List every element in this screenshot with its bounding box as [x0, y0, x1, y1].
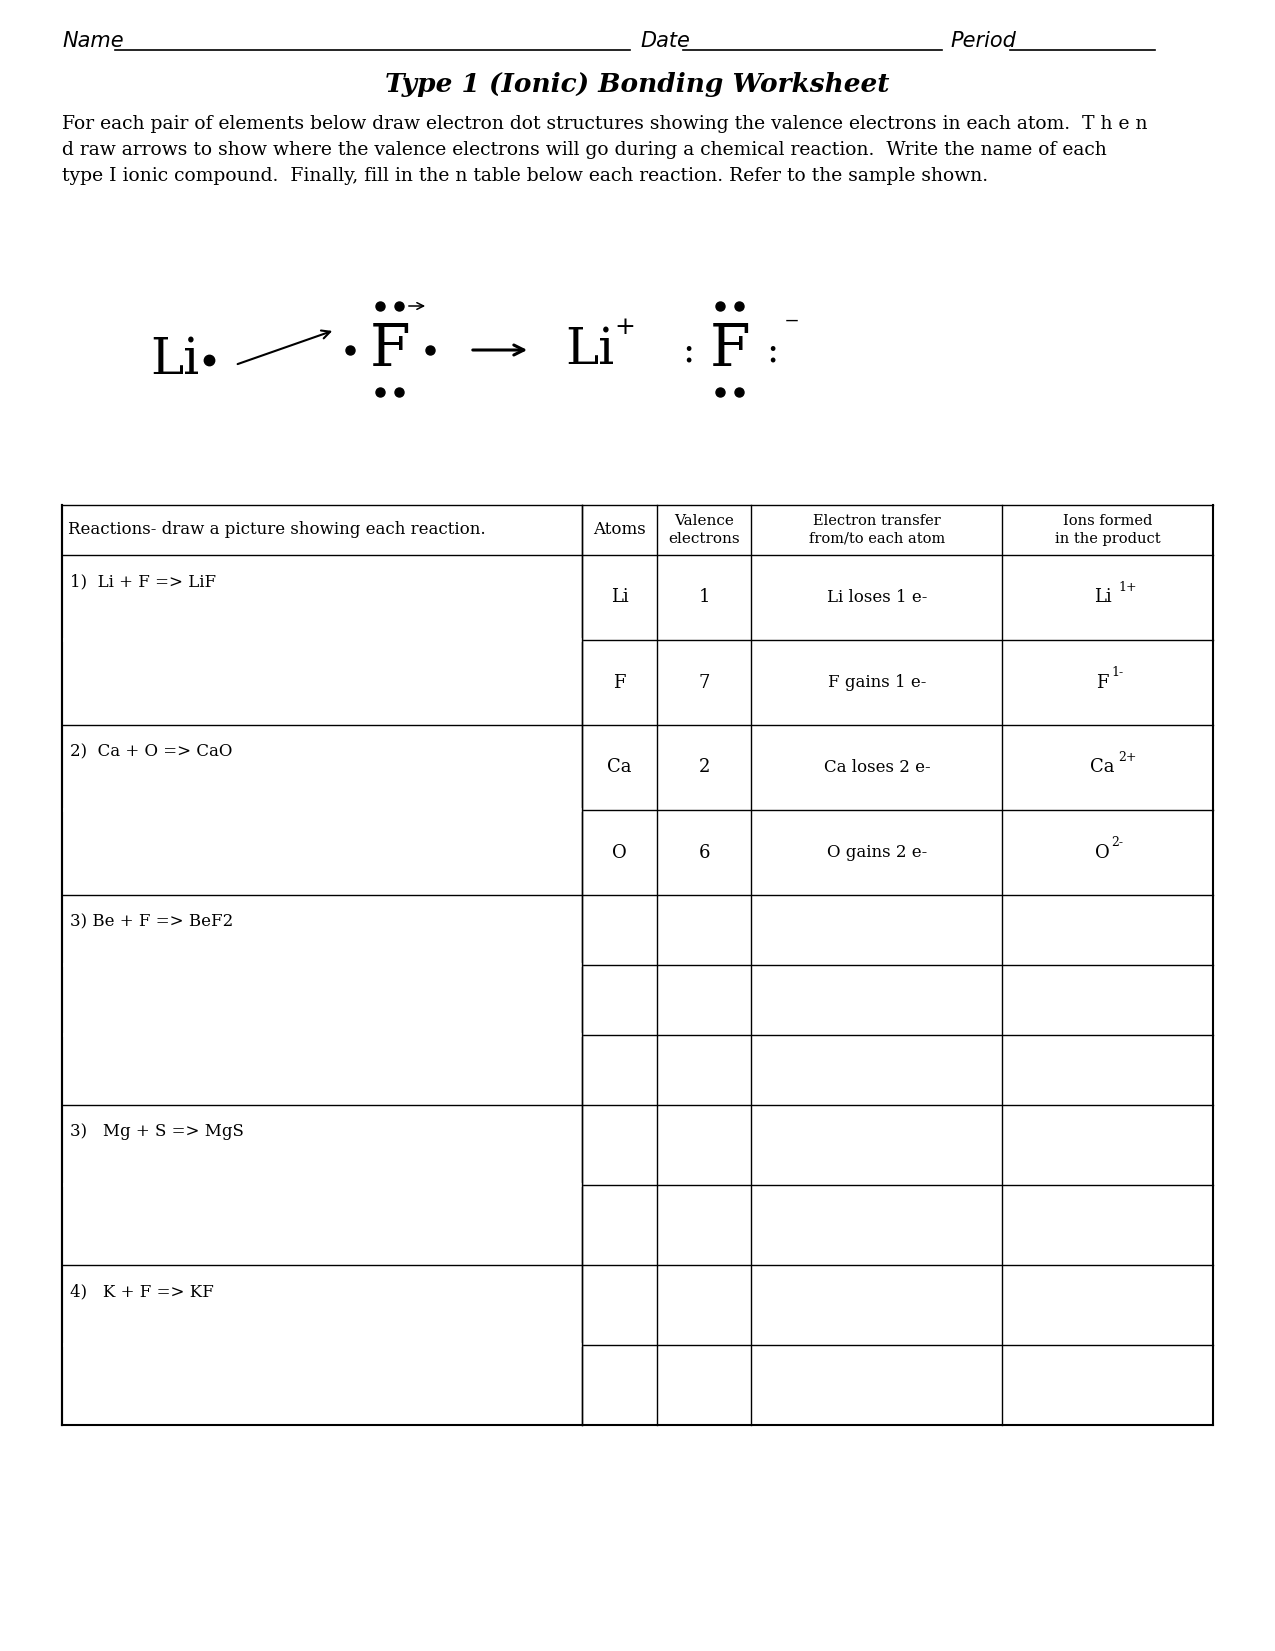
Text: F: F [613, 674, 626, 692]
Text: :: : [682, 335, 694, 370]
Text: type I ionic compound.  Finally, fill in the n table below each reaction. Refer : type I ionic compound. Finally, fill in … [62, 167, 988, 185]
Text: Electron transfer
from/to each atom: Electron transfer from/to each atom [808, 515, 945, 545]
Text: 2+: 2+ [1118, 751, 1137, 764]
Text: Ca: Ca [1090, 758, 1114, 776]
Text: d raw arrows to show where the valence electrons will go during a chemical react: d raw arrows to show where the valence e… [62, 140, 1107, 158]
Text: Li loses 1 e-: Li loses 1 e- [826, 589, 927, 606]
Text: O: O [612, 844, 627, 862]
Text: Valence
electrons: Valence electrons [668, 515, 740, 545]
Text: O: O [1095, 844, 1111, 862]
Text: 1-: 1- [1112, 665, 1123, 679]
Text: 7: 7 [699, 674, 710, 692]
Text: F: F [1096, 674, 1109, 692]
Text: Li: Li [1094, 588, 1112, 606]
Text: 1)  Li + F => LiF: 1) Li + F => LiF [70, 573, 217, 589]
Text: –: – [785, 307, 799, 334]
Text: Atoms: Atoms [593, 522, 646, 538]
Text: Li: Li [611, 588, 629, 606]
Text: 3)   Mg + S => MgS: 3) Mg + S => MgS [70, 1123, 244, 1139]
Text: Ions formed
in the product: Ions formed in the product [1054, 515, 1160, 545]
Text: Ca: Ca [607, 758, 632, 776]
Text: :: : [766, 335, 778, 370]
Text: Period: Period [950, 31, 1016, 51]
Text: 2)  Ca + O => CaO: 2) Ca + O => CaO [70, 743, 232, 759]
Text: F: F [710, 322, 750, 378]
Text: 2-: 2- [1112, 835, 1123, 849]
Text: 2: 2 [699, 758, 710, 776]
Text: Ca loses 2 e-: Ca loses 2 e- [824, 759, 931, 776]
Text: Type 1 (Ionic) Bonding Worksheet: Type 1 (Ionic) Bonding Worksheet [385, 73, 889, 97]
Text: 1: 1 [699, 588, 710, 606]
Text: 4)   K + F => KF: 4) K + F => KF [70, 1283, 214, 1299]
Text: 1+: 1+ [1118, 581, 1137, 594]
Text: Name: Name [62, 31, 124, 51]
Text: For each pair of elements below draw electron dot structures showing the valence: For each pair of elements below draw ele… [62, 116, 1147, 134]
Text: 3) Be + F => BeF2: 3) Be + F => BeF2 [70, 913, 233, 930]
Text: Reactions- draw a picture showing each reaction.: Reactions- draw a picture showing each r… [68, 522, 486, 538]
Text: F: F [370, 322, 411, 378]
Text: Li: Li [565, 325, 615, 375]
Text: 6: 6 [699, 844, 710, 862]
Text: F gains 1 e-: F gains 1 e- [827, 674, 926, 692]
Text: O gains 2 e-: O gains 2 e- [826, 844, 927, 862]
Text: +: + [615, 317, 635, 340]
Text: Li: Li [150, 335, 200, 385]
Text: Date: Date [640, 31, 690, 51]
